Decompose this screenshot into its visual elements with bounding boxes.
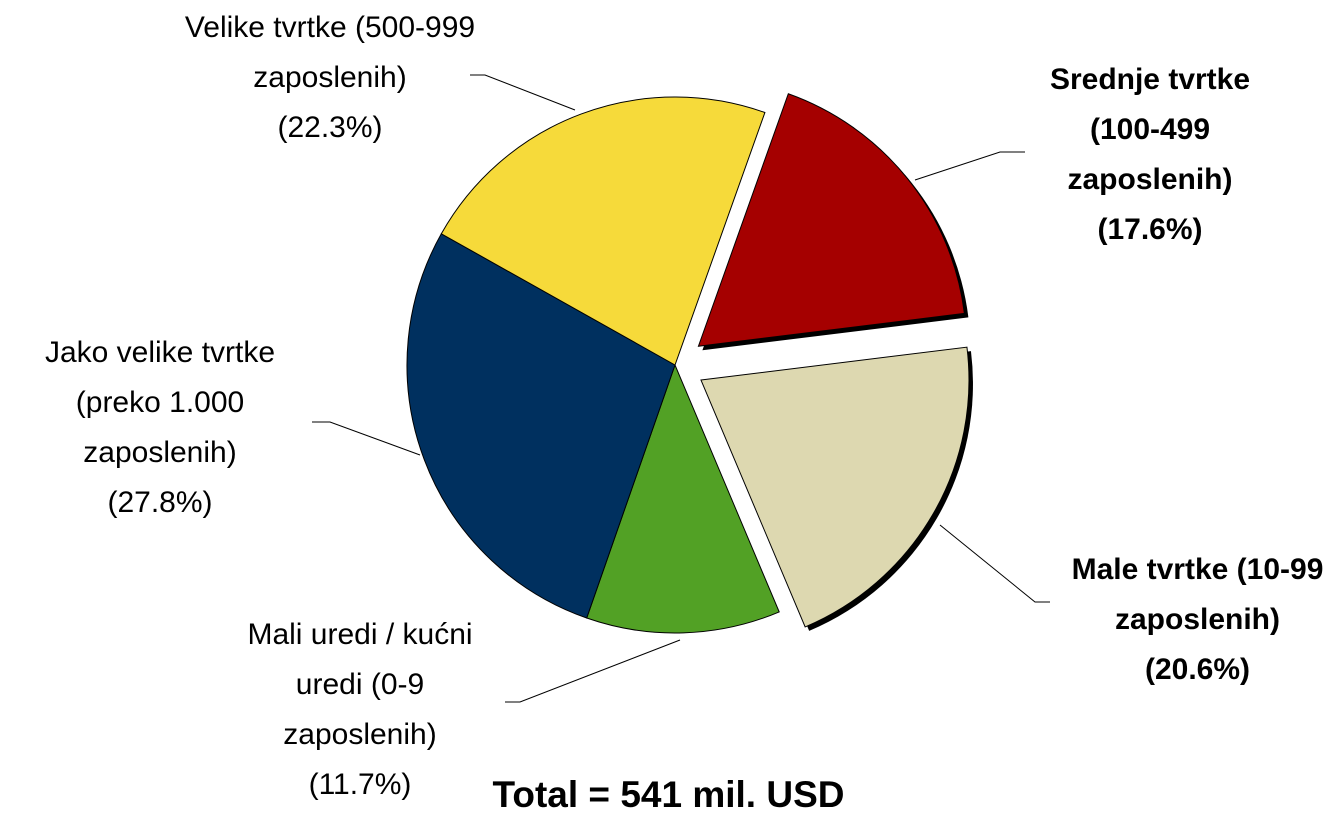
category-label: Srednje tvrtke (100-499 zaposlenih) bbox=[1049, 63, 1251, 196]
slice-label: Srednje tvrtke (100-499 zaposlenih) (17.6… bbox=[1020, 55, 1280, 255]
leader-line bbox=[505, 639, 681, 703]
category-label: Jako velike tvrtke (preko 1.000 zaposlen… bbox=[44, 336, 276, 469]
value-label: (17.6%) bbox=[1097, 213, 1203, 246]
slice-label: Velike tvrtke (500-999 zaposlenih) (22.3%… bbox=[175, 3, 485, 153]
leader-line bbox=[914, 151, 1025, 181]
leader-line bbox=[470, 74, 576, 111]
slice-label: Male tvrtke (10-99 zaposlenih) (20.6%) bbox=[1055, 545, 1337, 695]
slice bbox=[697, 93, 965, 347]
category-label: Mali uredi / kućni uredi (0-9 zaposlenih… bbox=[247, 618, 473, 751]
leader-line bbox=[312, 421, 421, 456]
slice bbox=[586, 363, 780, 634]
chart-title: Total = 541 mil. USD bbox=[492, 774, 845, 815]
leader-line bbox=[939, 524, 1050, 603]
value-label: (11.7%) bbox=[308, 768, 412, 801]
slice bbox=[440, 96, 766, 366]
slice bbox=[700, 346, 970, 628]
slice-label: Mali uredi / kućni uredi (0-9 zaposlenih… bbox=[215, 610, 505, 810]
value-label: (20.6%) bbox=[1144, 653, 1251, 686]
slice-label: Jako velike tvrtke (preko 1.000 zaposlen… bbox=[10, 328, 310, 528]
category-label: Male tvrtke (10-99 zaposlenih) bbox=[1071, 553, 1324, 636]
slice bbox=[406, 233, 676, 619]
category-label: Velike tvrtke (500-999 zaposlenih) bbox=[184, 11, 476, 94]
value-label: (27.8%) bbox=[107, 486, 213, 519]
value-label: (22.3%) bbox=[277, 111, 383, 144]
